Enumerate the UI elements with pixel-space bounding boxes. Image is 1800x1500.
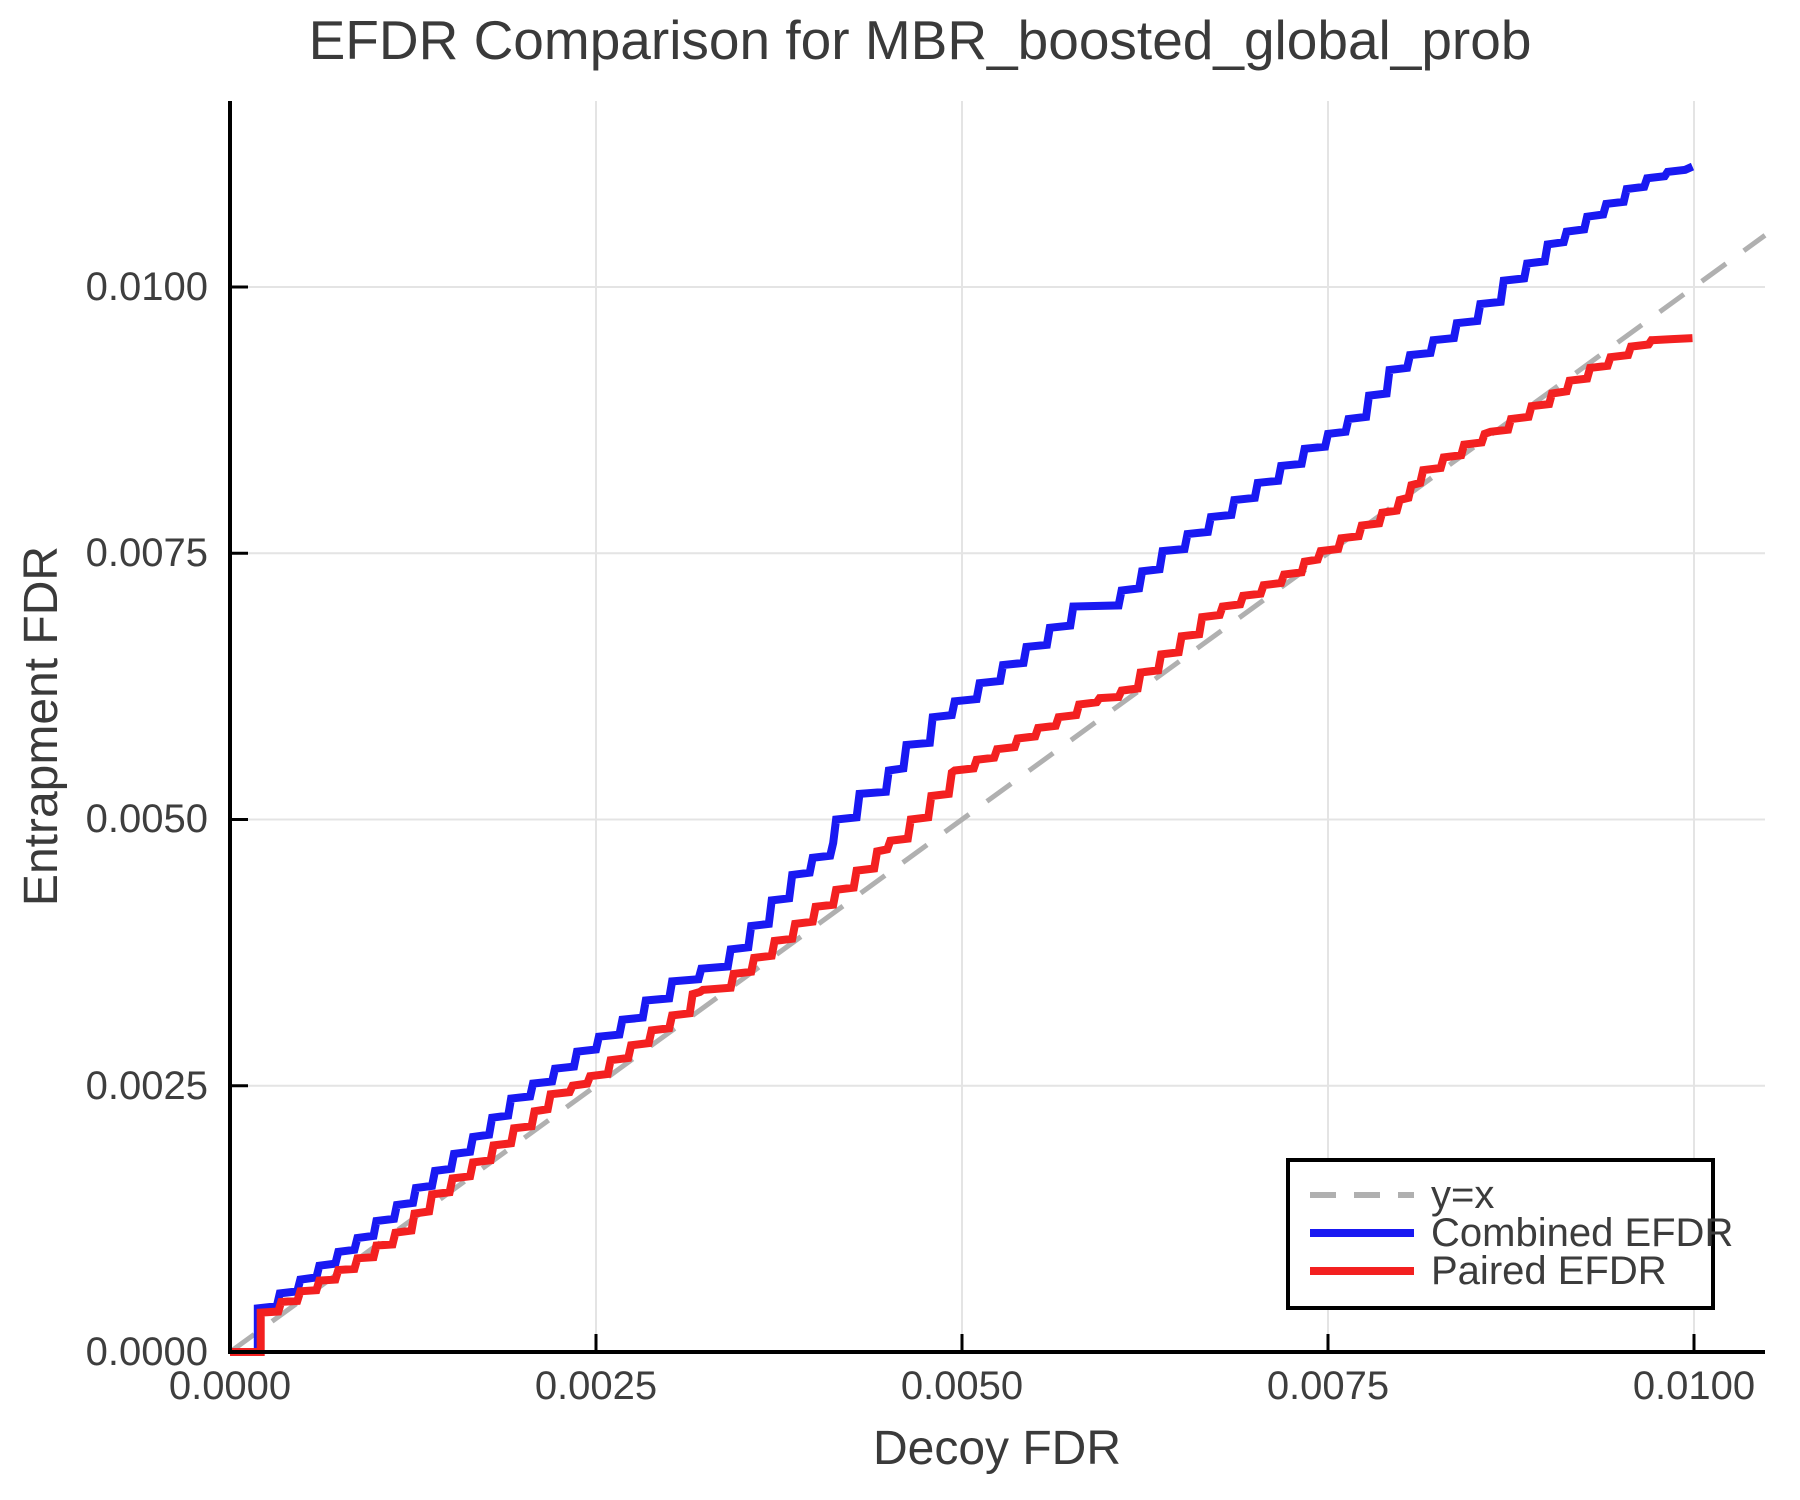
x-tick-label: 0.0100 — [1632, 1364, 1756, 1408]
legend-item-identity: y=x — [1307, 1173, 1711, 1217]
legend-label: Paired EFDR — [1431, 1249, 1667, 1293]
y-tick-label: 0.0075 — [85, 531, 208, 576]
y-tick-label: 0.0100 — [85, 264, 208, 309]
paired-line-sample-icon — [1310, 1267, 1414, 1275]
combined-line-sample-icon — [1310, 1229, 1414, 1237]
identity-line-sample-icon — [1310, 1192, 1414, 1198]
legend: y=x Combined EFDR Paired EFDR — [1286, 1158, 1733, 1310]
legend-item-combined: Combined EFDR — [1307, 1213, 1733, 1253]
legend-label: y=x — [1431, 1173, 1495, 1217]
y-tick-label: 0.0050 — [85, 797, 208, 842]
x-tick-label: 0.0050 — [900, 1364, 1024, 1408]
chart-title: EFDR Comparison for MBR_boosted_global_p… — [308, 9, 1532, 71]
x-tick-label: 0.0000 — [168, 1364, 292, 1408]
x-tick-label: 0.0025 — [534, 1364, 658, 1408]
y-tick-label: 0.0000 — [85, 1330, 208, 1374]
legend-item-paired: Paired EFDR — [1307, 1249, 1711, 1293]
legend-label: Combined EFDR — [1431, 1211, 1734, 1255]
x-axis-label: Decoy FDR — [872, 1422, 1122, 1475]
y-tick-label: 0.0025 — [85, 1063, 208, 1108]
x-tick-label: 0.0075 — [1266, 1364, 1390, 1408]
y-axis-label: Entrapment FDR — [15, 545, 68, 907]
